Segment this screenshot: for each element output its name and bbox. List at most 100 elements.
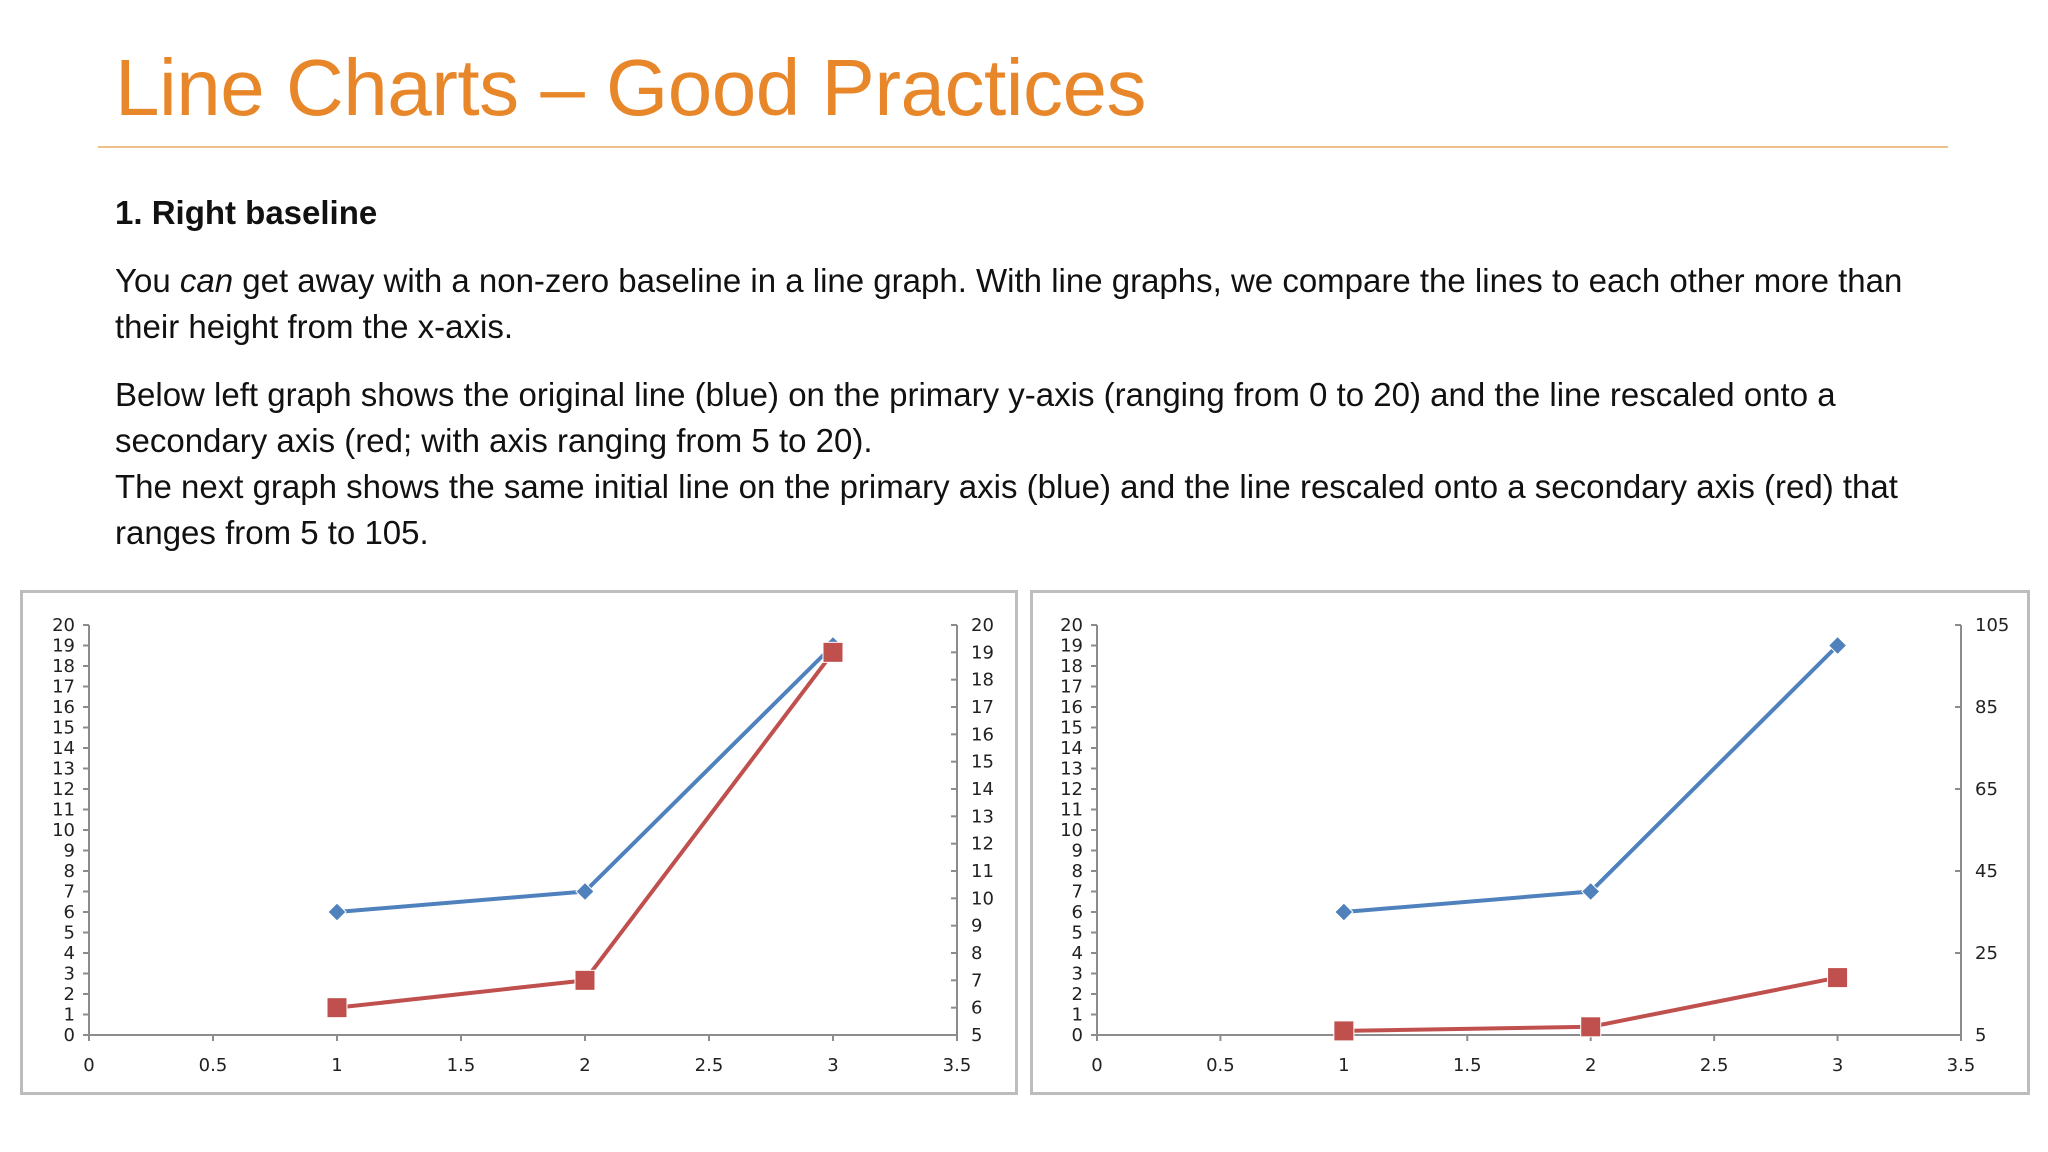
- y-tick-label: 19: [52, 636, 75, 657]
- y-tick-label: 3: [64, 964, 75, 985]
- red-series-point: [574, 969, 596, 991]
- x-tick-label: 1.5: [447, 1055, 476, 1076]
- y2-tick-label: 7: [971, 970, 982, 991]
- red-series-point: [326, 997, 348, 1019]
- y2-tick-label: 20: [971, 615, 994, 636]
- y-tick-label: 16: [1060, 697, 1083, 718]
- y-tick-label: 2: [1072, 984, 1083, 1005]
- y-tick-label: 5: [64, 923, 75, 944]
- x-tick-label: 3.5: [943, 1055, 972, 1076]
- y-tick-label: 6: [64, 902, 75, 923]
- paragraph-left-graph: Below left graph shows the original line…: [115, 376, 1836, 459]
- y-tick-label: 13: [1060, 759, 1083, 780]
- red-series-point: [1580, 1016, 1602, 1038]
- blue-series-line: [336, 644, 835, 914]
- blue-series-line: [1343, 644, 1839, 914]
- x-tick-label: 2: [1585, 1055, 1596, 1076]
- chart-left-svg: 0 0.5 1 1.5 2 2.5 3 3.5012345678910111213141516…: [52, 615, 994, 1076]
- y2-tick-label: 12: [971, 834, 994, 855]
- y-tick-label: 20: [52, 615, 75, 636]
- y-tick-label: 6: [1072, 902, 1083, 923]
- y-tick-label: 2: [64, 984, 75, 1005]
- y-tick-label: 20: [1060, 615, 1083, 636]
- blue-series-point: [1581, 881, 1601, 902]
- blue-series-point: [575, 881, 595, 902]
- emphasis-can: can: [179, 262, 234, 299]
- y-tick-label: 15: [1060, 718, 1083, 739]
- y-tick-label: 17: [1060, 677, 1083, 698]
- y-tick-label: 3: [1072, 964, 1083, 985]
- x-tick-label: 2.5: [1700, 1055, 1729, 1076]
- x-tick-label: 1: [331, 1055, 342, 1076]
- y-tick-label: 7: [1072, 882, 1083, 903]
- blue-series-point: [1334, 902, 1354, 922]
- x-tick-label: 0: [83, 1055, 94, 1076]
- x-tick-label: 3: [827, 1055, 838, 1076]
- y2-tick-label: 105: [1975, 615, 2009, 636]
- y-tick-label: 0: [1072, 1025, 1083, 1046]
- y-tick-label: 4: [64, 943, 75, 964]
- blue-series-point: [327, 902, 347, 922]
- slide-body: 1. Right baseline You can get away with …: [115, 190, 1955, 556]
- x-tick-label: 1.5: [1453, 1055, 1482, 1076]
- x-tick-label: 3: [1832, 1055, 1843, 1076]
- y2-tick-label: 14: [971, 779, 994, 800]
- paragraph-next-graph: The next graph shows the same initial li…: [115, 468, 1898, 551]
- y2-tick-label: 6: [971, 998, 982, 1019]
- y-tick-label: 9: [64, 841, 75, 862]
- paragraph-baseline-end: get away with a non-zero baseline in a l…: [115, 262, 1903, 345]
- chart-right: 0 0.5 1 1.5 2 2.5 3 3.5 0 1 2 3 4 5 6 7 8 9 10 11 12 13 14 15 16…: [1030, 590, 2030, 1095]
- x-tick-label: 1: [1338, 1055, 1349, 1076]
- y2-tick-label: 19: [971, 642, 994, 663]
- blue-series-point: [1827, 635, 1848, 656]
- paragraph-baseline-start: You: [115, 262, 180, 299]
- y2-tick-label: 17: [971, 697, 994, 718]
- y-tick-label: 7: [64, 882, 75, 903]
- red-series-point: [1827, 967, 1849, 989]
- y-tick-label: 18: [52, 656, 75, 677]
- y2-tick-label: 5: [1975, 1025, 1986, 1046]
- y-tick-label: 16: [52, 697, 75, 718]
- y-tick-label: 14: [1060, 738, 1083, 759]
- y-tick-label: 5: [1072, 923, 1083, 944]
- y-tick-label: 18: [1060, 656, 1083, 677]
- y-tick-label: 17: [52, 677, 75, 698]
- y2-tick-label: 65: [1975, 779, 1998, 800]
- y2-tick-label: 18: [971, 670, 994, 691]
- y2-tick-label: 11: [971, 861, 994, 882]
- section-heading: 1. Right baseline: [115, 194, 378, 231]
- y2-tick-label: 5: [971, 1025, 982, 1046]
- y2-tick-label: 45: [1975, 861, 1998, 882]
- title-divider: [98, 146, 1948, 148]
- y-tick-label: 12: [1060, 779, 1083, 800]
- y-tick-label: 1: [64, 1005, 75, 1026]
- y-tick-label: 12: [52, 779, 75, 800]
- y-tick-label: 15: [52, 718, 75, 739]
- paragraph-baseline: You can get away with a non-zero baselin…: [115, 258, 1955, 350]
- chart-left: 0 0.5 1 1.5 2 2.5 3 3.5 0 1 2 3 4 5 6 7 8 9 10 11 12 13 14 15 16…: [20, 590, 1018, 1095]
- slide-title: Line Charts – Good Practices: [115, 43, 1146, 132]
- red-series-line: [336, 651, 835, 1010]
- y-tick-label: 9: [1072, 841, 1083, 862]
- y2-tick-label: 85: [1975, 697, 1998, 718]
- y2-tick-label: 25: [1975, 943, 1998, 964]
- x-tick-label: 0.5: [1206, 1055, 1235, 1076]
- x-tick-label: 3.5: [1947, 1055, 1976, 1076]
- y2-tick-label: 8: [971, 943, 982, 964]
- x-tick-label: 0: [1091, 1055, 1102, 1076]
- y-tick-label: 13: [52, 759, 75, 780]
- y2-tick-label: 9: [971, 916, 982, 937]
- y2-tick-label: 13: [971, 806, 994, 827]
- red-series-point: [822, 641, 844, 663]
- y-tick-label: 1: [1072, 1005, 1083, 1026]
- y-tick-label: 0: [64, 1025, 75, 1046]
- x-tick-label: 2.5: [695, 1055, 724, 1076]
- y2-tick-label: 16: [971, 724, 994, 745]
- y-tick-label: 4: [1072, 943, 1083, 964]
- y-tick-label: 10: [1060, 820, 1083, 841]
- y2-tick-label: 10: [971, 888, 994, 909]
- y-tick-label: 8: [64, 861, 75, 882]
- red-series-point: [1333, 1020, 1355, 1042]
- x-tick-label: 0.5: [199, 1055, 228, 1076]
- chart-right-svg: 0 0.5 1 1.5 2 2.5 3 3.5012345678910111213141516…: [1060, 615, 2009, 1076]
